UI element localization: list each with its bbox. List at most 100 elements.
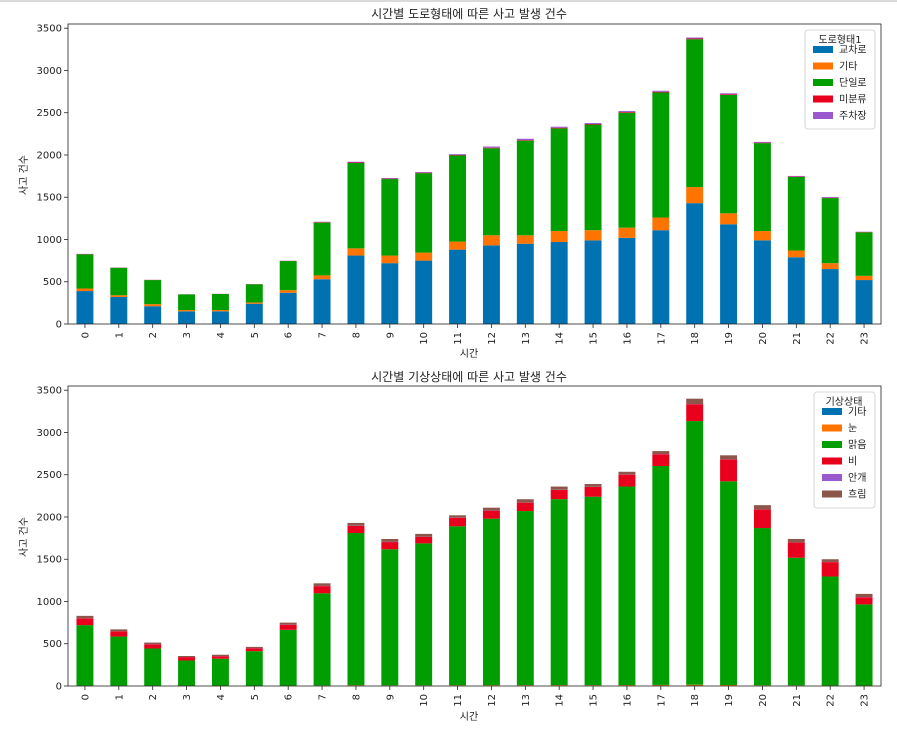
bar-segment — [144, 280, 162, 305]
bar-segment — [686, 187, 704, 204]
x-tick-label: 14 — [555, 332, 566, 345]
y-tick-label: 2500 — [37, 470, 62, 481]
x-tick-label: 16 — [622, 332, 633, 345]
x-tick-label: 23 — [860, 694, 871, 707]
y-tick-label: 1000 — [37, 597, 62, 608]
bar-segment — [482, 245, 500, 324]
bar-segment — [686, 404, 704, 422]
bar-segment — [821, 559, 839, 562]
x-tick-label: 5 — [250, 332, 261, 338]
bar-segment — [415, 260, 433, 324]
bar-segment — [787, 175, 805, 177]
bar-segment — [279, 624, 297, 630]
bar-segment — [76, 288, 94, 292]
x-tick-label: 2 — [148, 332, 159, 338]
bar-segment — [686, 684, 704, 686]
bar-segment — [550, 489, 568, 500]
bar-segment — [550, 486, 568, 490]
legend-swatch — [822, 424, 842, 432]
bar-segment — [855, 232, 873, 276]
x-tick-label: 10 — [419, 332, 430, 345]
x-axis-ticks: 0 1 2 3 4 5 6 7 8 9 10 11 12 13 14 15 16 17 18 19 20 21 22 23 — [80, 686, 871, 707]
legend-swatch — [822, 408, 842, 415]
bar-segment — [347, 533, 365, 686]
bar-segment — [245, 303, 263, 324]
y-tick-label: 2000 — [37, 150, 62, 161]
x-tick-label: 9 — [385, 694, 396, 700]
y-axis-ticks: 0 500 1000 1500 2000 2500 3000 3500 — [37, 24, 68, 331]
bar-segment — [110, 267, 128, 296]
x-tick-label: 0 — [80, 332, 91, 338]
x-tick-label: 1 — [114, 694, 125, 700]
bar-segment — [686, 39, 704, 188]
bar-segment — [211, 656, 229, 659]
bar-segment — [211, 310, 229, 312]
x-tick-label: 7 — [318, 694, 329, 700]
bar-segment — [652, 90, 670, 92]
legend-title: 기상상태 — [826, 396, 863, 408]
bar-segment — [279, 629, 297, 686]
bar-segment — [787, 257, 805, 324]
y-tick-label: 3500 — [37, 24, 62, 35]
bar-segment — [686, 421, 704, 685]
legend-swatch — [822, 474, 842, 481]
x-tick-label: 23 — [860, 332, 871, 345]
bar-segment — [516, 235, 534, 244]
y-tick-label: 500 — [43, 639, 62, 650]
bar-segment — [821, 263, 839, 270]
legend-swatch — [813, 95, 833, 103]
bar-segment — [753, 240, 771, 324]
bar-segment — [449, 155, 467, 242]
bar-stacks — [76, 37, 873, 324]
chart-title: 시간별 도로형태에 따른 사고 발생 건수 — [371, 7, 567, 21]
bar-segment — [753, 509, 771, 529]
legend-label: 비 — [848, 456, 857, 468]
bar-segment — [347, 163, 365, 249]
bar-segment — [76, 291, 94, 324]
bar-segment — [652, 230, 670, 324]
bar-segment — [720, 94, 738, 214]
bar-segment — [787, 250, 805, 258]
bar-segment — [415, 252, 433, 261]
bar-segment — [787, 542, 805, 558]
bar-segment — [347, 161, 365, 163]
bar-segment — [652, 454, 670, 467]
bar-segment — [415, 173, 433, 253]
bar-segment — [313, 593, 331, 686]
bar-segment — [449, 685, 467, 686]
bar-segment — [144, 642, 162, 645]
legend-label: 안개 — [848, 472, 866, 484]
bar-segment — [245, 284, 263, 303]
y-tick-label: 1500 — [37, 555, 62, 566]
bar-segment — [449, 249, 467, 324]
x-tick-label: 3 — [182, 332, 193, 338]
x-tick-label: 12 — [487, 694, 498, 707]
legend-label: 교차로 — [839, 44, 867, 56]
x-tick-label: 22 — [826, 332, 837, 345]
legend-title: 도로형태1 — [818, 34, 861, 46]
bar-segment — [720, 481, 738, 685]
x-tick-label: 2 — [148, 694, 159, 700]
x-tick-label: 20 — [758, 332, 769, 345]
bar-segment — [347, 522, 365, 526]
x-tick-label: 12 — [487, 332, 498, 345]
bar-segment — [753, 231, 771, 241]
bar-segment — [787, 557, 805, 686]
x-tick-label: 13 — [521, 332, 532, 345]
x-tick-label: 21 — [792, 694, 803, 707]
bar-segment — [753, 142, 771, 144]
x-tick-label: 11 — [453, 332, 464, 345]
bar-segment — [211, 311, 229, 324]
x-tick-label: 8 — [351, 694, 362, 700]
y-axis-ticks: 0 500 1000 1500 2000 2500 3000 3500 — [37, 386, 68, 693]
bar-segment — [550, 128, 568, 232]
bar-segment — [821, 576, 839, 686]
bar-segment — [144, 644, 162, 649]
bar-segment — [381, 177, 399, 179]
bar-segment — [686, 37, 704, 39]
x-tick-label: 0 — [80, 694, 91, 700]
bar-segment — [720, 455, 738, 460]
y-axis-label: 사고 건수 — [18, 517, 30, 557]
bar-segment — [753, 505, 771, 510]
